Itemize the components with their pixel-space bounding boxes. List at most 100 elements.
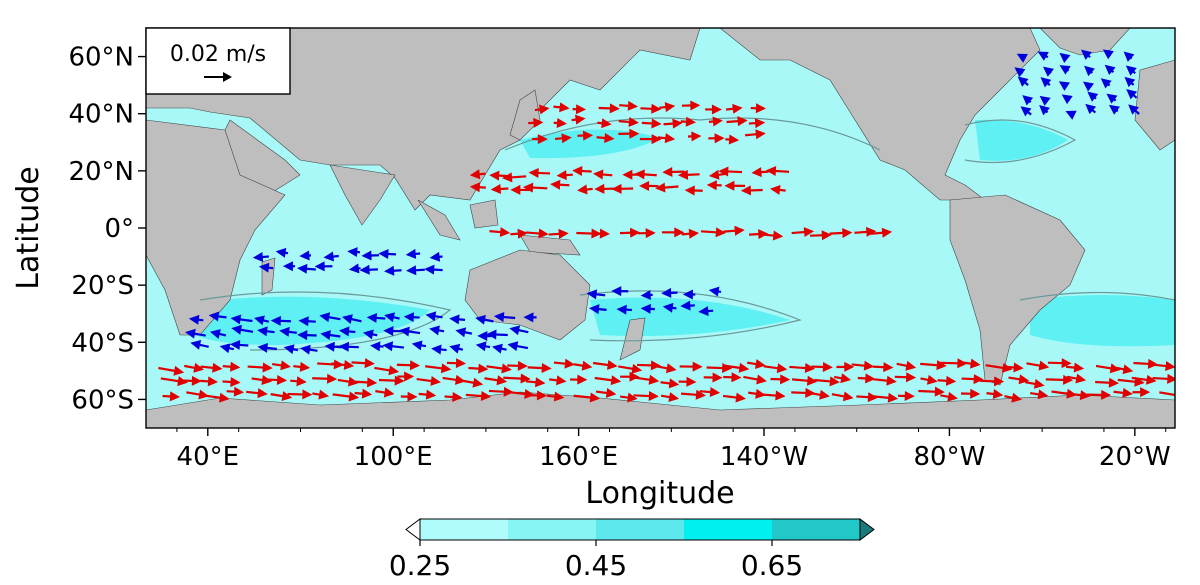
current-vector-head (926, 374, 938, 385)
current-vector-head (842, 227, 853, 238)
current-vector-head (865, 373, 876, 384)
current-vector-head (905, 372, 917, 383)
current-vector-head (188, 314, 200, 325)
current-vector-head (664, 133, 676, 144)
current-vector-head (520, 373, 531, 384)
current-vector-head (593, 169, 604, 180)
current-vector-head (691, 131, 702, 142)
current-vector-head (383, 387, 395, 398)
current-vector-head (490, 184, 502, 194)
contour-lines (199, 117, 1175, 351)
current-vector-head (755, 359, 766, 369)
current-vector-head (776, 363, 788, 374)
x-tick-label: 20°W (1099, 442, 1171, 472)
current-vector-head (1042, 66, 1054, 77)
current-vector-head (455, 327, 467, 338)
current-vector-head (502, 172, 513, 183)
current-vector-head (553, 391, 565, 402)
current-vector-head (708, 169, 720, 180)
current-vector-head (509, 325, 521, 336)
current-vector-head (409, 360, 421, 371)
colorbar-segment (772, 519, 860, 540)
current-vector-head (382, 341, 394, 352)
current-vector-head (503, 386, 514, 397)
current-vectors (158, 49, 1175, 403)
current-vector-head (343, 359, 355, 370)
current-vector-head (1124, 76, 1136, 88)
current-vector-head (1075, 373, 1087, 384)
current-vector-head (609, 103, 620, 114)
current-vector-head (185, 328, 196, 339)
reference-arrow-head (223, 72, 232, 82)
current-vector-head (709, 387, 721, 398)
current-vector-head (440, 363, 452, 374)
current-vector-head (1063, 374, 1074, 385)
current-vector-head (270, 315, 281, 326)
current-vector-head (407, 391, 418, 402)
current-vector-head (209, 329, 221, 339)
current-vector-head (1014, 67, 1026, 78)
y-tick-label: 60°S (71, 385, 134, 415)
current-vector-head (574, 114, 586, 125)
current-vector-head (651, 134, 662, 145)
current-vector-head (564, 358, 575, 369)
current-vector-head (431, 344, 442, 355)
current-vector-head (478, 363, 489, 374)
current-vector-head (640, 303, 651, 314)
land-india (329, 164, 396, 226)
current-vector-head (775, 390, 786, 401)
current-vector-head (257, 326, 268, 337)
x-axis-label: Longitude (585, 476, 734, 511)
current-vector-head (672, 118, 683, 129)
current-vector-head (1140, 387, 1151, 398)
current-vector-head (770, 184, 781, 195)
current-vector-head (1126, 89, 1138, 100)
current-vector-head (662, 302, 674, 313)
current-vector-head (469, 182, 481, 193)
current-vector-head (1147, 358, 1159, 369)
current-vector-head (1061, 358, 1072, 369)
current-vector-head (665, 363, 677, 374)
current-vector-head (734, 225, 745, 236)
x-tick-label: 160°E (539, 442, 618, 472)
current-vector-head (538, 228, 549, 239)
reference-key-label: 0.02 m/s (170, 42, 266, 67)
current-vector-head (469, 169, 481, 180)
current-vector-head (628, 116, 639, 127)
x-tick-label: 80°W (914, 442, 986, 472)
current-vector-head (682, 289, 693, 300)
current-vector-head (844, 361, 855, 372)
current-vector-head (425, 311, 437, 322)
current-vector-head (318, 389, 330, 400)
current-vector-head (299, 250, 310, 261)
current-vector-head (581, 360, 593, 371)
current-vector-head (561, 133, 572, 144)
current-vector-head (957, 358, 968, 369)
current-vector-head (755, 103, 766, 114)
current-vector-head (541, 363, 552, 374)
y-axis-label: Latitude (11, 166, 46, 289)
current-vector-head (754, 118, 766, 129)
current-vector-head (298, 316, 309, 327)
current-vector-head (486, 329, 497, 340)
x-tick-label: 140°W (720, 442, 808, 472)
current-vector-head (1059, 52, 1071, 63)
current-vector-head (257, 388, 268, 399)
current-vector-head (517, 228, 528, 239)
current-vector-head (1061, 94, 1073, 105)
current-vector-head (751, 167, 762, 178)
current-vector-head (639, 180, 650, 191)
current-vector-head (627, 100, 638, 111)
current-vector-head (499, 227, 511, 238)
current-vector-head (253, 315, 265, 326)
current-vector-head (1082, 81, 1094, 92)
current-vector-head (501, 363, 512, 374)
current-vector-head (324, 341, 335, 352)
current-vector-head (1087, 91, 1099, 102)
current-vector-head (489, 170, 500, 181)
current-vector-head (492, 343, 503, 354)
current-vector-head (539, 104, 550, 115)
current-vector-head (604, 133, 615, 143)
current-vector-head (1106, 93, 1118, 104)
current-vector-head (651, 103, 662, 114)
